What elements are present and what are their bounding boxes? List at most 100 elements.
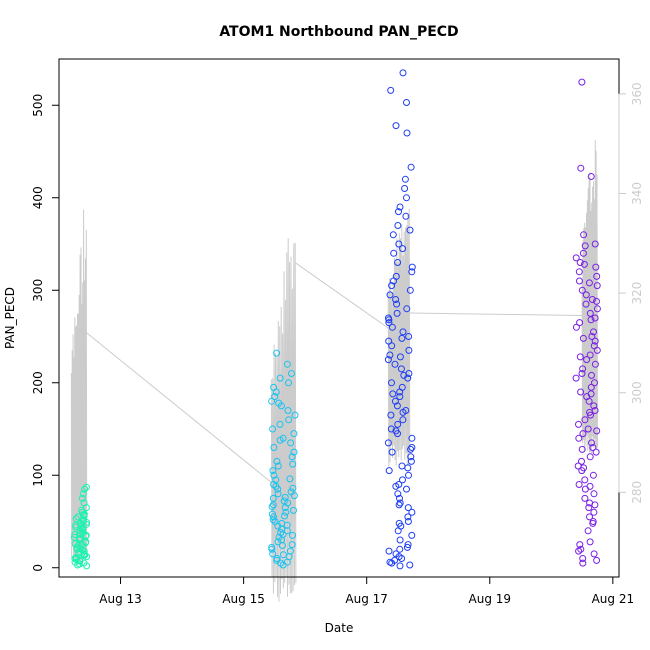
data-point-c3-39 [577,164,585,172]
data-point-c1-25 [290,430,298,438]
data-point-c2-54 [385,547,393,555]
data-point-c1-33 [285,379,292,387]
data-point-c3-13 [586,453,594,461]
data-point-c2-37 [390,249,398,257]
x-axis-label: Date [325,621,354,635]
data-point-c2-70 [396,393,404,401]
points-group [70,69,601,570]
data-point-c1-61 [270,383,278,391]
data-point-c1-38 [273,555,281,562]
data-point-c2-85 [399,245,407,253]
data-point-c3-23 [591,360,599,368]
data-point-c3-74 [591,501,599,509]
data-point-c1-74 [276,436,284,444]
data-point-c2-49 [403,99,410,106]
data-point-c1-22 [288,453,296,461]
data-point-c3-67 [593,272,601,280]
data-point-c1-14 [284,499,292,507]
data-point-c1-62 [276,374,284,382]
data-point-c0-48 [72,521,80,529]
data-point-c3-21 [591,379,598,387]
data-point-c1-41 [274,538,282,546]
data-point-c2-59 [396,494,403,502]
data-point-c3-31 [578,286,586,294]
data-point-c0-54 [82,532,90,540]
data-point-c2-13 [405,471,412,479]
data-point-c0-50 [83,562,91,570]
data-point-c2-69 [393,402,401,410]
data-point-c1-52 [287,488,295,496]
data-point-c1-20 [270,471,278,479]
data-point-c3-65 [582,291,590,299]
data-point-c2-55 [408,531,416,539]
data-point-c3-26 [588,333,596,340]
data-point-c3-29 [593,305,601,313]
data-point-c2-4 [396,545,404,553]
y-tick-label-4: 400 [31,186,45,209]
data-point-c2-97 [399,408,407,416]
data-point-c1-68 [281,512,288,520]
data-point-c1-64 [279,551,287,559]
data-point-c3-4 [576,541,584,549]
data-point-c1-56 [290,448,298,456]
data-point-c3-34 [576,259,584,266]
data-point-c0-56 [78,524,86,532]
data-point-c3-62 [576,319,584,327]
data-point-c1-53 [272,482,280,490]
data-point-c3-78 [593,427,601,435]
data-point-c3-27 [572,323,580,331]
data-point-c1-58 [276,420,284,428]
data-point-c2-78 [385,319,393,327]
data-point-c3-51 [575,420,582,428]
data-point-c3-42 [585,504,593,512]
data-point-c1-54 [269,467,277,475]
data-point-c3-83 [579,334,587,342]
data-point-c2-101 [398,334,406,342]
data-point-c3-22 [578,370,586,377]
data-point-c2-52 [391,556,399,564]
data-point-c2-0 [396,562,404,570]
data-point-c3-81 [588,371,595,379]
data-point-c3-86 [585,279,593,287]
y2-tick-label-3: 340 [630,182,644,205]
data-point-c3-73 [589,519,597,527]
data-point-c3-88 [581,242,589,250]
data-point-c3-49 [588,439,595,447]
data-point-c2-5 [404,541,412,549]
data-point-c2-62 [385,467,393,475]
data-point-c2-71 [398,383,406,391]
data-point-c2-73 [397,365,405,373]
data-point-c1-72 [286,475,294,483]
data-point-c1-26 [269,425,277,433]
data-point-c1-7 [289,531,296,539]
data-point-c1-28 [284,407,292,414]
data-point-c1-21 [274,462,282,470]
data-point-c3-37 [580,231,588,239]
data-point-c0-25 [77,548,84,556]
data-point-c3-57 [579,365,587,373]
data-point-c3-41 [586,513,593,521]
data-point-c2-25 [391,360,399,368]
data-point-c2-33 [406,286,414,294]
data-point-c2-35 [408,268,416,276]
data-point-c1-67 [283,521,291,529]
data-point-c2-39 [389,231,397,239]
data-point-c1-47 [268,510,276,518]
data-point-c1-30 [268,397,276,405]
data-point-c0-52 [76,557,84,565]
data-point-c3-60 [591,337,599,345]
data-point-c2-53 [395,553,403,561]
data-point-c2-42 [396,203,404,211]
data-point-c0-33 [80,499,88,507]
data-point-c3-16 [584,425,592,433]
data-point-c3-11 [589,471,597,479]
secondary-line-connector-2 [409,312,583,316]
data-point-c2-75 [405,346,413,354]
data-point-c3-55 [587,383,595,391]
data-point-c3-80 [587,390,595,398]
data-point-c3-77 [578,445,586,453]
data-point-c2-95 [407,445,415,453]
data-point-c2-19 [399,416,407,424]
data-point-c1-60 [275,399,283,407]
data-point-c1-31 [271,393,279,401]
